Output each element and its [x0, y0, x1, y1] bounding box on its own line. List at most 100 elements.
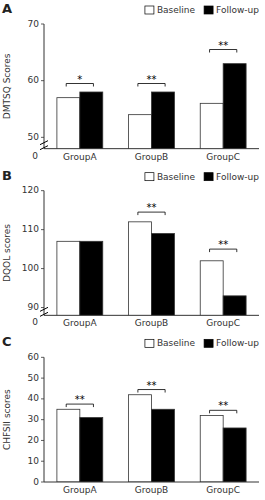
axis-break	[40, 141, 48, 145]
bar	[152, 234, 175, 316]
legend-label: Baseline	[157, 5, 196, 15]
y-tick-label: 0	[33, 477, 39, 487]
legend: Baseline Follow-up	[145, 5, 259, 15]
x-tick-label: GroupB	[135, 152, 169, 162]
axis-break-label: 0	[32, 317, 38, 327]
x-tick-label: GroupC	[206, 152, 240, 162]
legend-label: Baseline	[157, 172, 196, 182]
axis-break	[40, 307, 48, 311]
y-tick-label: 40	[28, 393, 40, 403]
x-axis	[44, 315, 259, 316]
y-axis-label: DMTSQ Scores	[2, 53, 12, 119]
x-tick-label: GroupA	[63, 318, 97, 328]
y-tick	[41, 307, 44, 308]
y-tick-label: 120	[22, 185, 39, 195]
bars	[57, 395, 246, 482]
bar	[152, 409, 175, 482]
x-tick-label: GroupB	[135, 318, 169, 328]
significance-label: **	[147, 74, 157, 85]
y-tick-label: 10	[28, 456, 40, 466]
panel-label: A	[2, 1, 12, 16]
x-tick-label: GroupC	[206, 318, 240, 328]
y-tick	[41, 268, 44, 269]
y-tick	[41, 461, 44, 462]
y-tick-label: 60	[28, 352, 40, 362]
legend-swatch	[145, 173, 154, 181]
panel: A 50 60 70 GroupA GroupB GroupC DMTSQ Scores 0 **…	[2, 1, 259, 421]
axis-break-label: 0	[32, 151, 38, 161]
bar	[223, 296, 246, 315]
legend-label: Follow-up	[216, 172, 259, 182]
significance-label: **	[218, 400, 228, 411]
y-tick	[41, 378, 44, 379]
axis-break	[40, 312, 48, 316]
y-axis	[44, 191, 45, 316]
y-tick-label: 100	[22, 263, 39, 273]
bar	[80, 241, 103, 315]
bars	[57, 64, 246, 149]
legend: Baseline Follow-up	[145, 172, 259, 182]
y-tick	[41, 440, 44, 441]
significance-label: **	[147, 380, 157, 391]
y-axis-label: DQOL scores	[2, 224, 12, 282]
y-tick	[41, 398, 44, 399]
bar	[80, 92, 103, 149]
y-tick-label: 70	[28, 19, 40, 29]
legend-swatch	[145, 6, 154, 14]
x-tick-label: GroupC	[206, 485, 240, 495]
y-tick	[41, 482, 44, 483]
bar	[129, 395, 152, 482]
y-tick-label: 20	[28, 435, 40, 445]
y-tick-label: 30	[28, 414, 40, 424]
panel-label: C	[2, 334, 12, 349]
y-tick	[41, 357, 44, 358]
bar	[200, 416, 223, 482]
y-tick	[41, 137, 44, 138]
bar	[57, 98, 80, 149]
bar	[129, 115, 152, 149]
y-axis	[44, 24, 45, 149]
figure: A 50 60 70 GroupA GroupB GroupC DMTSQ Scores 0 **…	[0, 0, 265, 500]
legend-swatch	[204, 339, 213, 347]
y-axis-label: CHFSII scores	[2, 389, 12, 450]
legend-swatch	[145, 339, 154, 347]
x-tick-label: GroupA	[63, 152, 97, 162]
bar	[200, 103, 223, 148]
significance-label: **	[218, 40, 228, 51]
y-tick	[41, 24, 44, 25]
y-tick-label: 90	[28, 302, 40, 312]
significance-label: **	[75, 394, 85, 405]
significance-label: **	[147, 202, 157, 213]
x-axis	[44, 148, 259, 149]
legend-label: Baseline	[157, 338, 196, 348]
bar	[80, 418, 103, 482]
legend-swatch	[204, 6, 213, 14]
panel: B90100110120GroupAGroupBGroupCDQOL score…	[2, 168, 259, 500]
legend-label: Follow-up	[216, 5, 259, 15]
y-tick	[41, 229, 44, 230]
bar	[200, 261, 223, 316]
legend: Baseline Follow-up	[145, 338, 259, 348]
bar	[57, 241, 80, 315]
bar	[152, 92, 175, 149]
x-tick-label: GroupB	[135, 485, 169, 495]
bars	[57, 222, 246, 316]
bar	[223, 428, 246, 482]
y-tick-label: 50	[28, 132, 40, 142]
y-tick	[41, 419, 44, 420]
x-axis	[44, 482, 259, 483]
bar	[223, 64, 246, 149]
x-tick-label: GroupA	[63, 485, 97, 495]
significance-label: **	[218, 239, 228, 250]
y-tick-label: 60	[28, 75, 40, 85]
y-tick	[41, 80, 44, 81]
axis-break	[40, 146, 48, 150]
legend-label: Follow-up	[216, 338, 259, 348]
legend-swatch	[204, 173, 213, 181]
bar	[129, 222, 152, 316]
panel: C 0 10 20 30 40 50 60 GroupA GroupB GroupC CHFSII s…	[2, 334, 259, 495]
bar	[57, 409, 80, 482]
panel-label: B	[2, 168, 12, 183]
y-tick-label: 50	[28, 373, 40, 383]
y-tick	[41, 190, 44, 191]
